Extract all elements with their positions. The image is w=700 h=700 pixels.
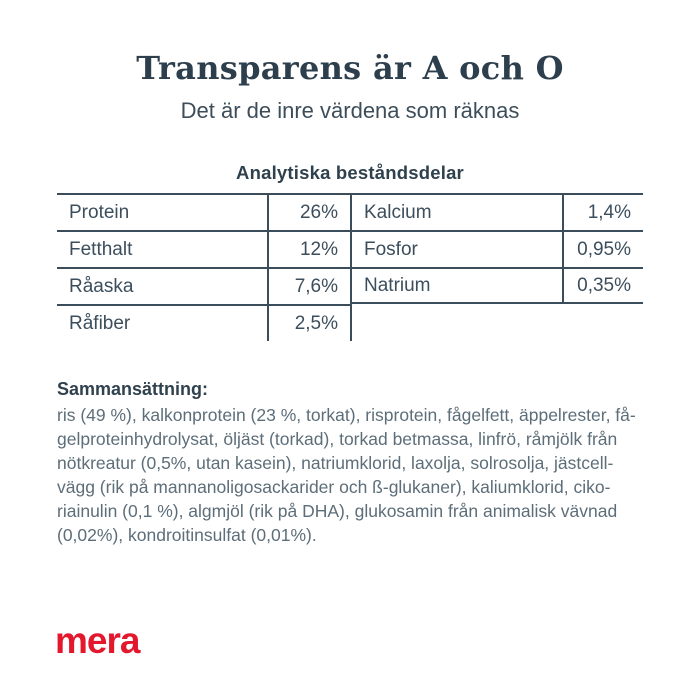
- analysis-table-left-half: Protein 26% Fetthalt 12% Råaska 7,6% Råf…: [57, 193, 352, 341]
- table-row: Fetthalt 12%: [57, 230, 352, 267]
- table-row: Fosfor 0,95%: [352, 230, 643, 267]
- composition-heading: Sammansättning:: [57, 379, 209, 399]
- nutrient-value: 12%: [267, 232, 352, 267]
- nutrient-label: Råaska: [69, 275, 134, 297]
- composition-ingredients-text: ris (49 %), kalkonprotein (23 %, torkat)…: [57, 405, 636, 545]
- table-row: Protein 26%: [57, 193, 352, 230]
- table-row: Råaska 7,6%: [57, 267, 352, 304]
- table-row: Råfiber 2,5%: [57, 304, 352, 341]
- analysis-table: Protein 26% Fetthalt 12% Råaska 7,6% Råf…: [57, 193, 643, 341]
- mera-logo: mera: [55, 620, 140, 661]
- nutrient-label: Protein: [69, 201, 130, 223]
- nutrient-value: 0,95%: [562, 232, 643, 267]
- nutrient-value: 26%: [267, 195, 352, 230]
- page-subtitle: Det är de inre värdena som räknas: [180, 98, 520, 123]
- nutrient-value: 0,35%: [562, 269, 643, 302]
- analysis-table-right-half: Kalcium 1,4% Fosfor 0,95% Natrium 0,35%: [352, 193, 643, 341]
- table-row: Natrium 0,35%: [352, 267, 643, 304]
- nutrient-label: Kalcium: [364, 201, 432, 223]
- nutrient-value: 1,4%: [562, 195, 643, 230]
- nutrient-value: 7,6%: [267, 269, 352, 304]
- nutrient-label: Råfiber: [69, 312, 131, 334]
- nutrient-label: Fetthalt: [69, 238, 133, 260]
- nutrient-label: Natrium: [364, 274, 431, 296]
- table-row: Kalcium 1,4%: [352, 193, 643, 230]
- analysis-table-heading: Analytiska beståndsdelar: [236, 162, 464, 183]
- composition-section: Sammansättning: ris (49 %), kalkonprotei…: [57, 379, 645, 547]
- page-title: Transparens är A och O: [136, 49, 564, 87]
- nutrient-label: Fosfor: [364, 238, 418, 260]
- nutrient-value: 2,5%: [267, 306, 352, 341]
